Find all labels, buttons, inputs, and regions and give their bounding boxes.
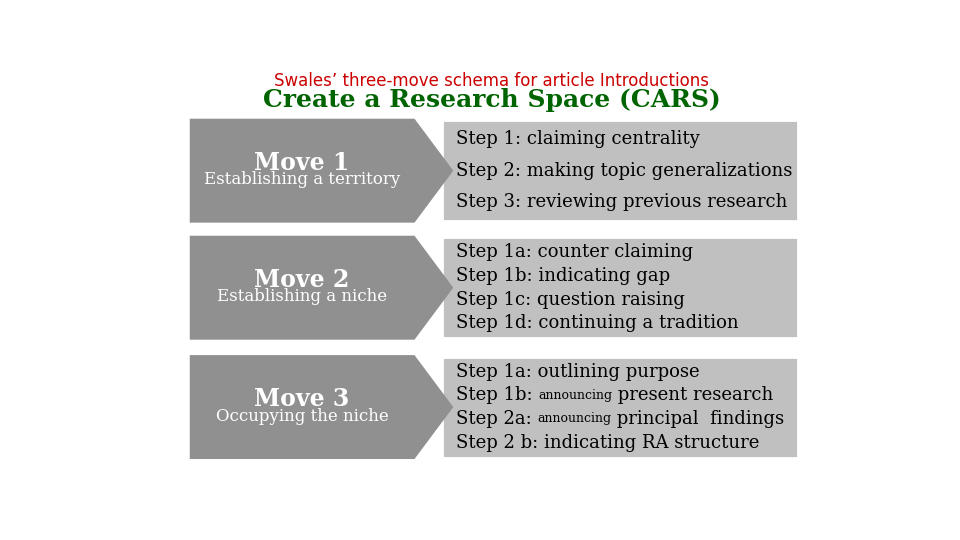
Text: Step 1: claiming centrality: Step 1: claiming centrality <box>456 130 699 148</box>
FancyBboxPatch shape <box>442 237 798 338</box>
FancyBboxPatch shape <box>442 356 798 457</box>
Polygon shape <box>190 236 453 340</box>
FancyBboxPatch shape <box>442 120 798 221</box>
Text: Step 3: reviewing previous research: Step 3: reviewing previous research <box>456 193 787 211</box>
Text: Occupying the niche: Occupying the niche <box>216 408 389 425</box>
Polygon shape <box>190 355 453 459</box>
Text: Move 2: Move 2 <box>254 268 349 292</box>
Text: Step 1b: indicating gap: Step 1b: indicating gap <box>456 267 670 285</box>
Text: present research: present research <box>612 386 774 404</box>
Text: Step 1d: continuing a tradition: Step 1d: continuing a tradition <box>456 314 738 332</box>
Text: Step 2: making topic generalizations: Step 2: making topic generalizations <box>456 161 792 180</box>
Text: Move 1: Move 1 <box>254 151 349 175</box>
Text: Step 1c: question raising: Step 1c: question raising <box>456 291 684 308</box>
Text: Step 2 b: indicating RA structure: Step 2 b: indicating RA structure <box>456 434 759 451</box>
Text: Step 1b:: Step 1b: <box>456 386 538 404</box>
Text: Step 1a: outlining purpose: Step 1a: outlining purpose <box>456 362 699 381</box>
Text: Swales’ three-move schema for article Introductions: Swales’ three-move schema for article In… <box>275 72 709 91</box>
Text: Step 2a:: Step 2a: <box>456 410 537 428</box>
Text: Create a Research Space (CARS): Create a Research Space (CARS) <box>263 88 721 112</box>
Text: announcing: announcing <box>538 389 612 402</box>
Polygon shape <box>190 119 453 222</box>
Text: Step 1a: counter claiming: Step 1a: counter claiming <box>456 243 693 261</box>
Text: principal  findings: principal findings <box>612 410 784 428</box>
Text: announcing: announcing <box>537 413 612 426</box>
Text: Establishing a niche: Establishing a niche <box>217 288 387 306</box>
Text: Move 3: Move 3 <box>254 387 349 411</box>
Text: Establishing a territory: Establishing a territory <box>204 171 400 188</box>
